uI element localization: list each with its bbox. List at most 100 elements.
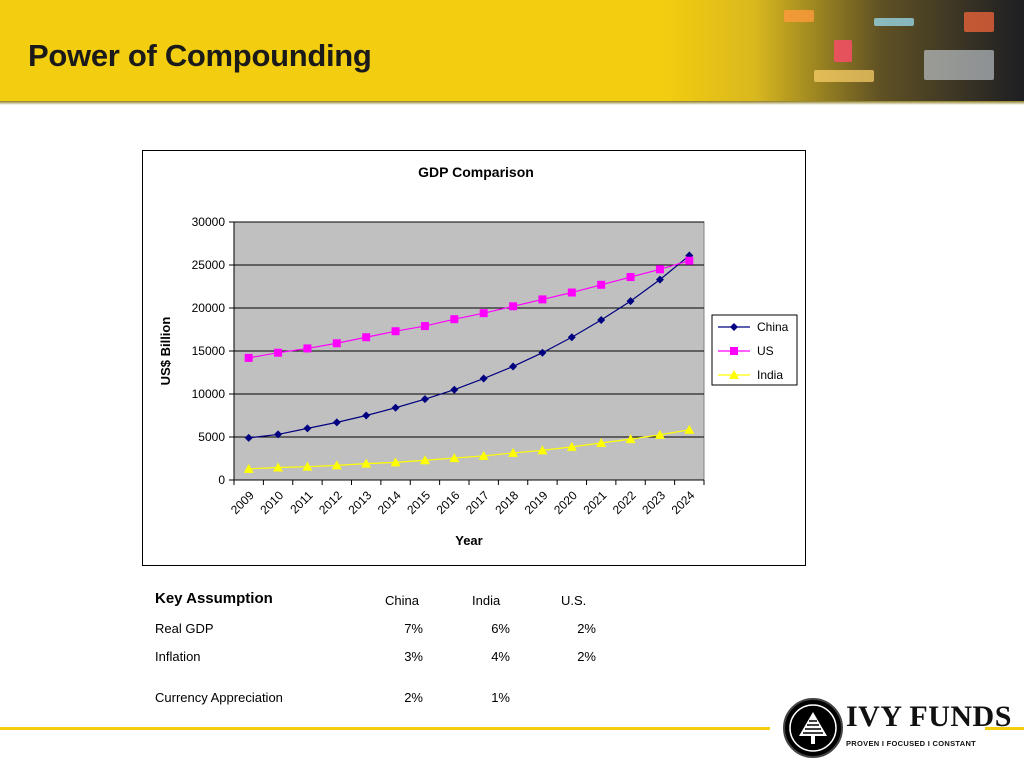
gdp-chart: GDP Comparison 0 5000 10000 15000 20000 25000 3…	[142, 150, 806, 566]
x-tick-label: 2014	[375, 488, 404, 517]
y-axis-title: US$ Billion	[158, 317, 173, 386]
x-tick-label: 2012	[316, 488, 345, 517]
point-us	[567, 288, 576, 297]
page-title: Power of Compounding	[28, 38, 372, 73]
x-tick-label: 2021	[581, 488, 610, 517]
point-us	[685, 256, 694, 265]
point-india	[273, 462, 284, 472]
point-china	[362, 411, 371, 420]
point-india	[419, 455, 430, 465]
point-us	[479, 309, 488, 318]
assumptions-col-china: China	[385, 593, 419, 608]
assumptions-col-india: India	[472, 593, 501, 608]
assumption-cell: 4%	[491, 649, 510, 664]
assumptions-col-us: U.S.	[561, 593, 587, 608]
x-tick-label: 2009	[228, 488, 257, 517]
point-china	[332, 418, 341, 427]
legend-label: China	[757, 320, 789, 334]
point-india	[508, 447, 519, 457]
point-china	[597, 316, 606, 325]
x-tick-label: 2011	[287, 488, 315, 516]
x-tick-label: 2022	[610, 488, 639, 517]
point-india	[390, 457, 401, 467]
point-china	[391, 403, 400, 412]
legend-marker-us	[730, 347, 738, 355]
point-china	[626, 297, 635, 306]
x-tick-label: 2023	[639, 488, 668, 517]
y-tick-label: 25000	[192, 258, 226, 272]
y-tick-label: 0	[218, 473, 225, 487]
x-axis-title: Year	[455, 533, 482, 548]
series-line-india	[248, 429, 690, 470]
point-china	[420, 395, 429, 404]
assumption-row-label: Currency Appreciation	[155, 690, 283, 705]
ivy-funds-logo-icon	[783, 698, 843, 758]
point-india	[243, 463, 254, 473]
point-china	[655, 275, 664, 284]
point-india	[625, 434, 636, 444]
point-us	[597, 280, 606, 289]
point-india	[361, 458, 372, 468]
point-india	[449, 453, 460, 463]
point-us	[655, 265, 664, 274]
point-us	[332, 339, 341, 348]
point-us	[303, 344, 312, 353]
point-us	[274, 348, 283, 357]
x-tick-label: 2010	[257, 488, 286, 517]
x-tick-label: 2018	[492, 488, 521, 517]
point-us	[626, 273, 635, 282]
x-tick-label: 2015	[404, 488, 433, 517]
point-india	[566, 441, 577, 451]
assumption-cell: 2%	[577, 621, 596, 636]
header-divider	[0, 101, 1024, 105]
point-us	[391, 327, 400, 336]
legend-label: India	[757, 368, 783, 382]
point-us	[244, 353, 253, 362]
point-china	[244, 433, 253, 442]
footer-rule-right	[985, 727, 1024, 730]
legend-marker-india	[729, 370, 739, 379]
point-india	[302, 461, 313, 471]
ivy-funds-logo-text: IVY FUNDS	[846, 700, 1012, 733]
legend-marker-china	[730, 323, 738, 331]
point-india	[331, 460, 342, 470]
point-china	[567, 333, 576, 342]
x-tick-label: 2024	[669, 488, 698, 517]
assumptions-title: Key Assumption	[155, 590, 273, 607]
point-us	[509, 302, 518, 311]
x-tick-label: 2013	[346, 488, 375, 517]
assumption-row-label: Real GDP	[155, 621, 214, 636]
title-banner	[0, 0, 1024, 101]
point-us	[538, 295, 547, 304]
x-tick-label: 2020	[551, 488, 580, 517]
legend-label: US	[757, 344, 774, 358]
ivy-funds-tagline: PROVEN I FOCUSED I CONSTANT	[846, 739, 977, 748]
assumption-cell: 6%	[491, 621, 510, 636]
point-china	[303, 424, 312, 433]
assumption-cell: 2%	[577, 649, 596, 664]
point-us	[362, 333, 371, 342]
assumption-cell: 3%	[404, 649, 423, 664]
y-tick-label: 10000	[192, 387, 226, 401]
x-tick-label: 2016	[434, 488, 463, 517]
footer-rule	[0, 727, 770, 730]
chart-title: GDP Comparison	[418, 164, 534, 180]
point-china	[274, 430, 283, 439]
y-tick-label: 30000	[192, 215, 226, 229]
point-india	[596, 438, 607, 448]
point-india	[684, 424, 695, 434]
city-night-photo	[664, 0, 1024, 101]
point-china	[450, 385, 459, 394]
assumption-cell: 2%	[404, 690, 423, 705]
x-tick-label: 2019	[522, 488, 551, 517]
point-us	[420, 322, 429, 331]
assumption-row-label: Inflation	[155, 649, 201, 664]
series-line-us	[248, 260, 690, 359]
y-tick-label: 5000	[198, 430, 225, 444]
y-tick-label: 15000	[192, 344, 226, 358]
point-china	[685, 251, 694, 260]
point-us	[450, 315, 459, 324]
series-line-china	[248, 255, 690, 439]
point-china	[509, 362, 518, 371]
assumption-cell: 1%	[491, 690, 510, 705]
